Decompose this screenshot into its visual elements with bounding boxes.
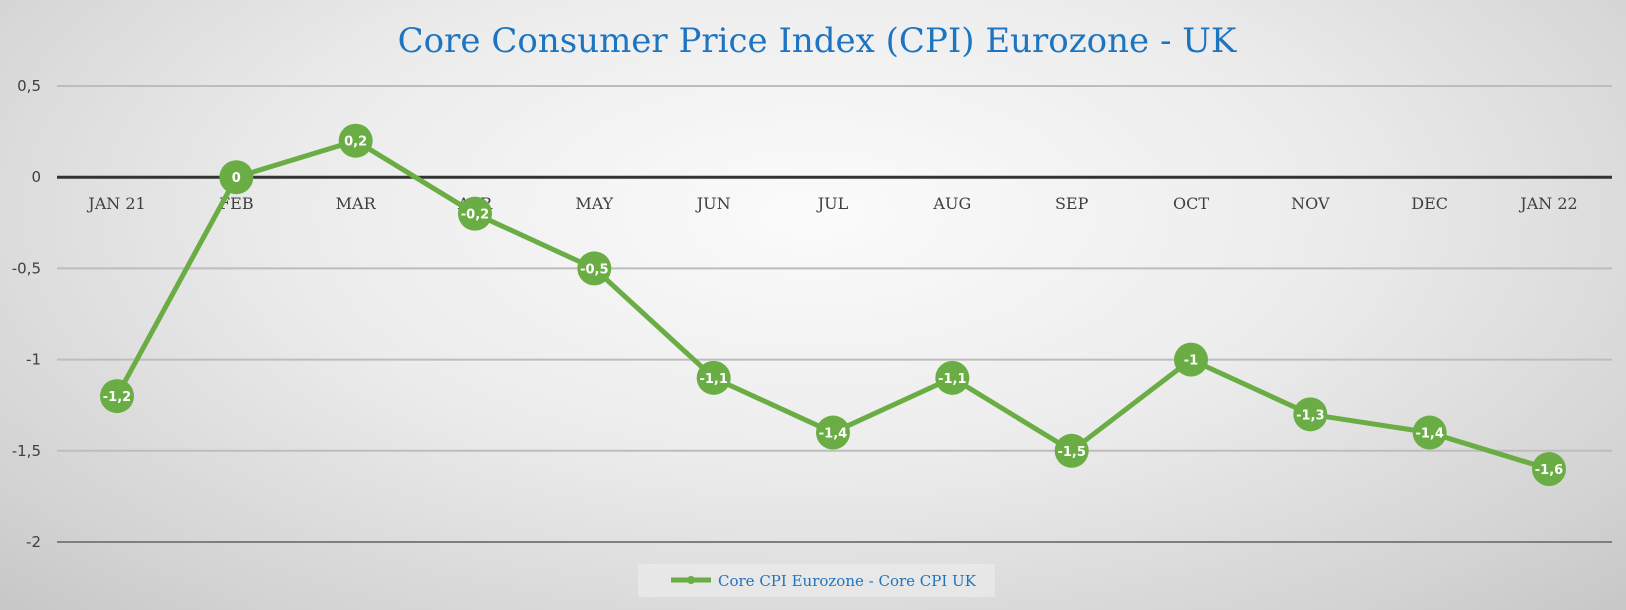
x-tick-label: OCT [1173, 194, 1209, 213]
series-layer: -1,2 0 0,2 -0,2 -0,5 -1,1 -1,4 -1,1 -1,5 -1 -1,3 -1… [100, 123, 1566, 487]
data-point[interactable]: -1,4 [816, 415, 850, 450]
data-marker [577, 251, 612, 286]
data-label: -1 [1184, 354, 1198, 369]
x-tick-label: FEB [219, 194, 254, 213]
data-marker [1293, 397, 1328, 432]
x-tick-label: MAR [336, 194, 377, 213]
y-tick-label: 0 [31, 168, 41, 186]
data-label: -1,2 [103, 390, 131, 405]
data-label: -0,5 [580, 262, 608, 277]
data-label: -1,4 [1415, 427, 1443, 442]
x-tick-label: SEP [1055, 194, 1089, 213]
data-marker [1532, 452, 1566, 487]
x-tick-label: JAN 21 [86, 194, 145, 213]
y-tick-label: 0,5 [17, 77, 41, 95]
data-point[interactable]: -1,5 [1054, 433, 1089, 468]
data-point[interactable]: -1,3 [1293, 397, 1328, 432]
data-label: -1,6 [1535, 463, 1563, 478]
x-axis-ticks: JAN 21FEBMARAPRMAYJUNJULAUGSEPOCTNOVDECJ… [86, 194, 1577, 213]
x-tick-label: JAN 22 [1518, 194, 1577, 213]
data-point[interactable]: 0,2 [338, 123, 373, 158]
data-point[interactable]: -1,4 [1412, 415, 1447, 450]
y-tick-label: -1 [26, 351, 41, 369]
data-point[interactable]: 0 [219, 160, 254, 195]
data-point[interactable]: -0,2 [458, 196, 492, 231]
data-marker [696, 360, 731, 395]
x-tick-label: MAY [575, 194, 613, 213]
data-point[interactable]: -1 [1174, 342, 1208, 377]
data-point[interactable]: -1,1 [935, 360, 970, 395]
data-label: -1,4 [819, 427, 847, 442]
x-tick-label: AUG [932, 194, 971, 213]
data-label: -1,3 [1296, 408, 1324, 423]
legend-label: Core CPI Eurozone - Core CPI UK [718, 572, 977, 590]
data-label: -1,1 [699, 372, 727, 387]
data-label: 0,2 [344, 135, 367, 150]
data-point[interactable]: -1,2 [100, 379, 134, 414]
data-label: -1,5 [1057, 445, 1085, 460]
data-label: 0 [232, 171, 241, 186]
data-label: -0,2 [461, 208, 489, 223]
data-point[interactable]: -1,6 [1532, 452, 1566, 487]
x-tick-label: JUN [695, 194, 731, 213]
y-axis-ticks: 0,5 0 -0,5 -1 -1,5 -2 [12, 77, 41, 551]
data-marker [935, 360, 970, 395]
data-marker [1174, 342, 1208, 377]
gridlines [57, 85, 1612, 543]
y-tick-label: -0,5 [12, 259, 41, 277]
data-label: -1,1 [938, 372, 966, 387]
y-tick-label: -2 [26, 533, 41, 551]
chart-title: Core Consumer Price Index (CPI) Eurozone… [398, 21, 1237, 61]
y-tick-label: -1,5 [12, 442, 41, 460]
x-tick-label: DEC [1411, 194, 1448, 213]
legend[interactable]: Core CPI Eurozone - Core CPI UK [638, 564, 995, 597]
data-marker [1412, 415, 1447, 450]
x-tick-label: JUL [816, 194, 849, 213]
data-marker [1054, 433, 1089, 468]
data-marker [338, 123, 373, 158]
legend-marker-icon [687, 576, 695, 584]
data-marker [816, 415, 850, 450]
data-marker [219, 160, 254, 195]
data-point[interactable]: -0,5 [577, 251, 612, 286]
data-point[interactable]: -1,1 [696, 360, 731, 395]
data-marker [458, 196, 492, 231]
data-marker [100, 379, 134, 414]
x-tick-label: NOV [1291, 194, 1330, 213]
